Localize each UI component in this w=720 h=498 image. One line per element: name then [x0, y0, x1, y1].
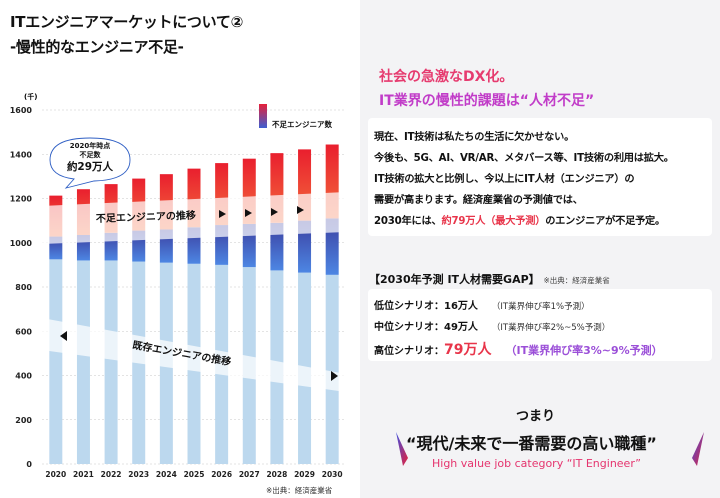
y-tick-label: 1400: [10, 150, 33, 159]
scenario-card: 低位シナリオ：16万人 （IT業界伸び率1%予測） 中位シナリオ：49万人 （IT業…: [368, 289, 712, 361]
right-accent-icon: [692, 432, 704, 466]
gap-title: 【2030年予測 IT人材需要GAP】 ※出典：経済産業省: [369, 271, 610, 287]
x-tick-label: 2022: [101, 470, 122, 479]
y-tick-label: 800: [15, 283, 32, 292]
x-tick-label: 2026: [211, 470, 232, 479]
scenario-low: 低位シナリオ：16万人 （IT業界伸び率1%予測）: [374, 297, 590, 312]
trend-arrow-icon: [331, 371, 338, 381]
para-line-5: 2030年には、約79万人（最大予測）のエンジニアが不足予定。: [374, 212, 665, 227]
chart-source: ※出典：経済産業省: [266, 486, 333, 495]
legend-label: 不足エンジニア数: [272, 119, 332, 129]
para-line-2: 今後も、5G、AI、VR/AR、メタバース等、IT技術の利用は拡大。: [374, 153, 674, 164]
callout-bubble: [49, 137, 131, 189]
info-panel: [360, 0, 720, 498]
scenario-high: 高位シナリオ：79万人 （IT業界伸び率3%~9%予測）: [374, 339, 663, 359]
para-line-1: 現在、IT技術は私たちの生活に欠かせない。: [374, 132, 575, 143]
gap-title-text: 【2030年予測 IT人材需要GAP】: [369, 273, 540, 286]
y-axis-unit: (千): [24, 92, 37, 101]
legend-swatch: [259, 104, 267, 128]
scenario-high-value: 79万人: [444, 342, 492, 358]
scenario-mid-note: （IT業界伸び率2%~5%予測）: [491, 323, 611, 333]
y-tick-label: 1200: [10, 195, 33, 204]
existing-engineers-bar: [104, 260, 118, 464]
para-highlight-79: 約79万人（最大予測）: [441, 216, 546, 227]
scenario-mid: 中位シナリオ：49万人 （IT業界伸び率2%~5%予測）: [374, 318, 610, 333]
x-tick-label: 2021: [73, 470, 94, 479]
page-subtitle: -慢性的なエンジニア不足-: [10, 38, 184, 56]
y-tick-label: 600: [15, 327, 32, 336]
y-tick-label: 0: [26, 460, 32, 469]
conclusion-lead: つまり: [516, 409, 556, 424]
x-tick-label: 2025: [184, 470, 205, 479]
scenario-low-label: 低位シナリオ：16万人: [374, 301, 478, 312]
x-tick-label: 2028: [266, 470, 287, 479]
callout-line-1: 2020年時点: [70, 141, 110, 150]
existing-engineers-bar: [76, 260, 90, 464]
trend-arrow-icon: [60, 331, 67, 341]
x-tick-label: 2030: [322, 470, 343, 479]
shortage-trend-label: 不足エンジニアの推移: [96, 209, 196, 225]
headline-dx: 社会の急激なDX化。: [379, 69, 514, 85]
callout-line-3: 約29万人: [67, 160, 114, 173]
conclusion-subtitle: High value job category “IT Engineer”: [432, 457, 642, 470]
y-tick-label: 200: [15, 416, 32, 425]
left-accent-icon: [396, 432, 408, 466]
shortage-trend-band: [42, 192, 346, 244]
scenario-low-note: （IT業界伸び率1%予測）: [491, 302, 590, 312]
para-line-4: 需要が高まります。経済産業省の予測値では、: [374, 195, 583, 206]
x-tick-label: 2020: [45, 470, 66, 479]
explanation-card: 現在、IT技術は私たちの生活に欠かせない。 今後も、5G、AI、VR/AR、メタ…: [368, 118, 712, 236]
trend-arrow-icon: [219, 210, 226, 218]
para-line-3: IT技術の拡大と比例し、今以上にIT人材（エンジニア）の: [374, 174, 635, 185]
existing-trend-band: [42, 318, 346, 392]
gap-source: ※出典：経済産業省: [543, 276, 610, 285]
page-title: ITエンジニアマーケットについて②: [10, 13, 243, 31]
existing-engineers-bar: [325, 274, 339, 464]
para-line-5-end: のエンジニアが不足予定。: [545, 216, 666, 227]
x-tick-label: 2029: [294, 470, 315, 479]
y-tick-label: 400: [15, 372, 32, 381]
y-tick-label: 1000: [10, 239, 33, 248]
scenario-mid-label: 中位シナリオ：49万人: [374, 322, 478, 333]
trend-arrow-icon: [297, 206, 304, 214]
scenario-high-note: （IT業界伸び率3%~9%予測）: [505, 344, 663, 357]
trend-arrow-icon: [245, 209, 252, 217]
conclusion-headline: “現代/未来で一番需要の高い職種”: [406, 434, 657, 453]
existing-engineers-bar: [49, 259, 63, 464]
scenario-high-label: 高位シナリオ：: [374, 346, 444, 357]
x-tick-label: 2023: [128, 470, 149, 479]
chart-panel: ITエンジニアマーケットについて② -慢性的なエンジニア不足- 不足エンジニアの…: [9, 13, 346, 495]
x-tick-label: 2027: [239, 470, 260, 479]
trend-arrow-icon: [271, 208, 278, 216]
para-line-5-start: 2030年には、: [374, 216, 442, 227]
callout-line-2: 不足数: [80, 150, 102, 159]
x-tick-label: 2024: [156, 470, 177, 479]
y-tick-label: 1600: [10, 106, 33, 115]
headline-shortage: IT業界の慢性的課題は“人材不足”: [379, 93, 595, 109]
